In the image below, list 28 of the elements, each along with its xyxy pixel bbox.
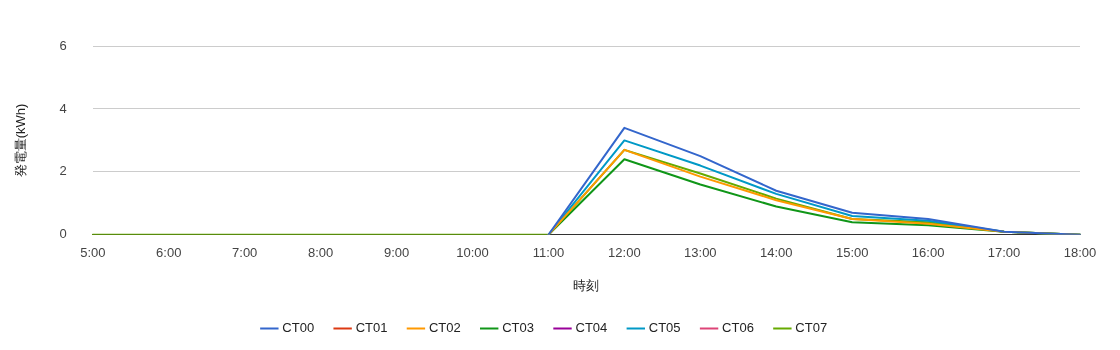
- x-tick-label: 17:00: [987, 245, 1021, 261]
- x-tick-label: 13:00: [684, 245, 717, 261]
- x-axis-title: 時刻: [573, 277, 600, 293]
- x-tick-label: 14:00: [759, 245, 793, 261]
- legend-label: CT00: [282, 320, 315, 336]
- x-tick-label: 10:00: [456, 245, 489, 261]
- y-tick-label: 2: [59, 163, 67, 179]
- x-tick-label: 6:00: [156, 245, 182, 261]
- x-tick-label: 18:00: [1063, 245, 1097, 261]
- x-tick-label: 16:00: [911, 245, 945, 261]
- legend-label: CT06: [722, 320, 754, 336]
- legend-label: CT02: [428, 320, 461, 336]
- x-tick-label: 12:00: [608, 245, 641, 261]
- legend-label: CT01: [355, 320, 388, 336]
- y-tick-label: 6: [59, 37, 67, 53]
- x-tick-label: 5:00: [80, 245, 106, 261]
- legend-label: CT07: [795, 320, 828, 336]
- x-tick-label: 8:00: [307, 245, 334, 261]
- y-tick-label: 4: [59, 100, 67, 116]
- x-tick-label: 11:00: [532, 245, 565, 261]
- legend-label: CT04: [575, 320, 608, 336]
- legend-label: CT05: [648, 320, 681, 336]
- x-tick-label: 7:00: [232, 245, 258, 261]
- y-tick-label: 0: [59, 226, 67, 242]
- x-tick-label: 15:00: [835, 245, 869, 261]
- legend-label: CT03: [502, 320, 535, 336]
- x-tick-label: 9:00: [383, 245, 410, 261]
- y-axis-title: 発電量(kWh): [13, 103, 29, 178]
